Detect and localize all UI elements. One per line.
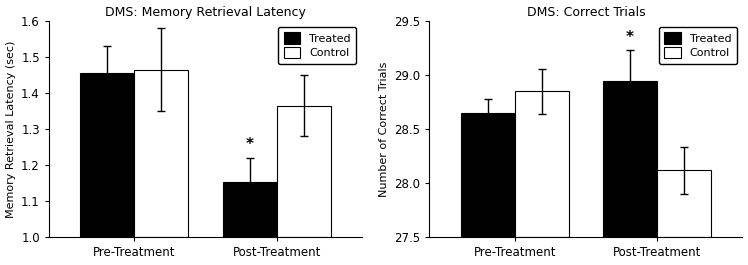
Legend: Treated, Control: Treated, Control bbox=[278, 27, 357, 64]
Text: *: * bbox=[245, 137, 254, 152]
Text: *: * bbox=[626, 30, 634, 45]
Bar bbox=[461, 113, 515, 237]
Bar bbox=[222, 182, 277, 237]
Bar bbox=[603, 81, 657, 237]
Y-axis label: Number of Correct Trials: Number of Correct Trials bbox=[378, 61, 389, 197]
Bar bbox=[135, 70, 188, 237]
Title: DMS: Correct Trials: DMS: Correct Trials bbox=[527, 6, 646, 19]
Legend: Treated, Control: Treated, Control bbox=[658, 27, 737, 64]
Bar bbox=[277, 106, 331, 237]
Title: DMS: Memory Retrieval Latency: DMS: Memory Retrieval Latency bbox=[105, 6, 306, 19]
Bar bbox=[515, 91, 568, 237]
Y-axis label: Memory Retrieval Latency (sec): Memory Retrieval Latency (sec) bbox=[5, 41, 16, 218]
Bar bbox=[657, 170, 711, 237]
Bar bbox=[80, 73, 135, 237]
